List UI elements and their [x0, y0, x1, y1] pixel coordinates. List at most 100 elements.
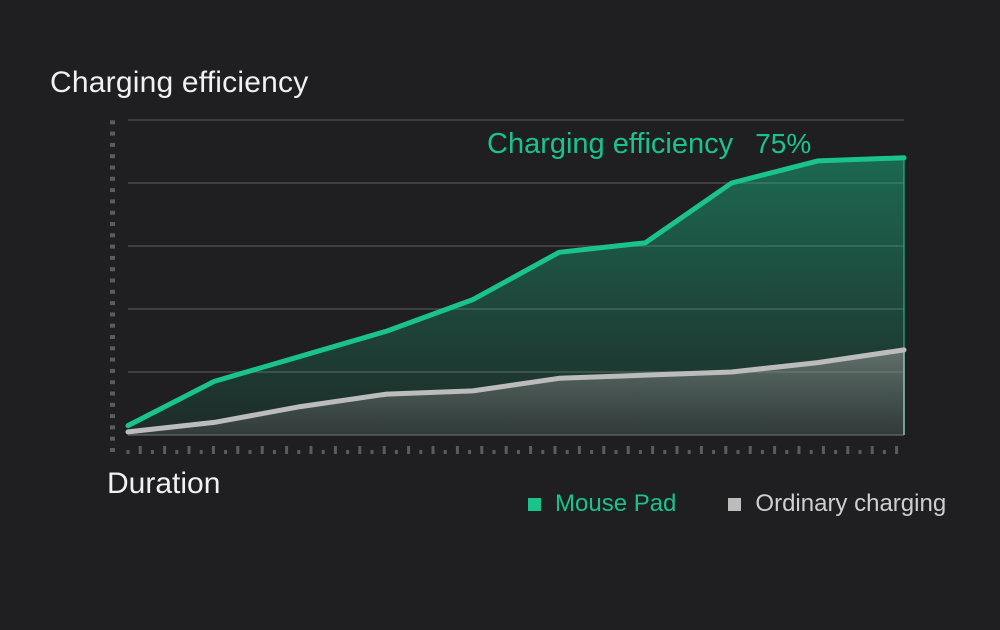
- series-area: [128, 349, 904, 435]
- x-axis-tick: [529, 446, 533, 454]
- y-axis-tick: [110, 368, 115, 373]
- x-axis-tick: [675, 446, 679, 454]
- x-axis-tick: [858, 450, 862, 454]
- callout-value: 75%: [755, 128, 812, 159]
- legend-label: Mouse Pad: [555, 490, 677, 517]
- y-axis-tick: [110, 165, 115, 170]
- y-axis-tick: [110, 131, 115, 136]
- y-axis-tick: [110, 380, 115, 385]
- x-axis-tick: [834, 450, 838, 454]
- series-areas: [128, 157, 904, 436]
- x-axis-tick: [285, 446, 289, 454]
- x-axis-tick: [480, 446, 484, 454]
- x-axis-tick: [382, 446, 386, 454]
- series-line: [125, 347, 907, 435]
- y-axis-tick: [110, 142, 115, 147]
- y-axis-tick: [110, 244, 115, 249]
- legend-label: Ordinary charging: [755, 490, 947, 517]
- x-axis-tick: [614, 450, 618, 454]
- x-axis-tick: [211, 446, 215, 454]
- x-axis-tick: [797, 446, 801, 454]
- x-axis-tick: [870, 446, 874, 454]
- y-axis-tick: [110, 335, 115, 339]
- x-axis-tick: [224, 450, 228, 454]
- y-axis-tick: [110, 323, 115, 328]
- legend-swatch-gray: [728, 497, 742, 511]
- y-axis-tick: [110, 425, 115, 430]
- x-axis-tick: [150, 450, 154, 454]
- x-axis-tick: [272, 450, 276, 454]
- x-axis-tick: [443, 450, 447, 454]
- x-axis-tick: [163, 446, 167, 454]
- axis-ticks: [110, 120, 899, 454]
- callout-text: Charging efficiency: [487, 128, 734, 160]
- y-axis-tick: [110, 312, 115, 317]
- y-axis-tick: [110, 176, 115, 181]
- y-axis-tick: [110, 301, 115, 306]
- x-axis-tick: [882, 450, 886, 454]
- x-axis-tick: [504, 446, 508, 454]
- x-axis-tick: [358, 446, 362, 454]
- y-axis-tick: [110, 289, 115, 294]
- x-axis-tick: [821, 446, 825, 454]
- x-axis-tick: [724, 446, 728, 454]
- x-axis-tick: [455, 446, 459, 454]
- legend-item-mouse-pad: Mouse Pad: [528, 490, 676, 518]
- y-axis-tick: [110, 233, 115, 238]
- x-axis-tick: [175, 450, 179, 454]
- x-axis-tick: [748, 446, 752, 454]
- x-axis-tick: [541, 450, 545, 454]
- series-line: [125, 155, 907, 429]
- x-axis-tick: [602, 446, 606, 454]
- legend-swatch-green: [528, 497, 541, 511]
- y-axis-tick: [110, 188, 115, 193]
- x-axis-tick: [138, 446, 142, 454]
- x-axis-tick: [126, 450, 130, 454]
- y-axis-tick: [110, 357, 115, 362]
- x-axis-tick: [638, 450, 642, 454]
- series-lines: [125, 155, 907, 435]
- x-axis-tick: [626, 446, 630, 454]
- y-axis-tick: [110, 210, 115, 215]
- x-axis-tick: [590, 450, 594, 454]
- x-axis-tick: [394, 450, 398, 454]
- x-axis-tick: [297, 450, 301, 454]
- x-axis-tick: [492, 450, 496, 454]
- x-axis-tick: [736, 450, 740, 454]
- x-axis-tick: [760, 450, 764, 454]
- x-axis-tick: [431, 446, 435, 454]
- x-axis-tick: [651, 446, 655, 454]
- efficiency-callout: Charging efficiency 75%: [487, 128, 811, 161]
- x-axis-tick: [260, 446, 264, 454]
- x-axis-tick: [565, 450, 569, 454]
- y-axis-tick: [110, 267, 115, 272]
- x-axis-label: Duration: [107, 467, 221, 500]
- legend-item-ordinary-charging: Ordinary charging: [728, 490, 946, 518]
- x-axis-tick: [199, 450, 203, 454]
- x-axis-tick: [346, 450, 350, 454]
- x-axis-tick: [553, 446, 557, 454]
- x-axis-tick: [516, 450, 520, 454]
- x-axis-tick: [773, 446, 777, 454]
- x-axis-tick: [712, 450, 716, 454]
- y-axis-tick: [110, 414, 115, 419]
- y-axis-label: Charging efficiency: [50, 66, 309, 99]
- x-axis-tick: [407, 446, 411, 454]
- x-axis-tick: [687, 450, 691, 454]
- x-axis-tick: [699, 446, 703, 454]
- y-axis-tick: [110, 436, 115, 441]
- y-axis-tick: [110, 222, 115, 226]
- x-axis-tick: [248, 450, 252, 454]
- y-axis-tick: [110, 154, 115, 159]
- x-axis-tick: [663, 450, 667, 454]
- x-axis-tick: [577, 446, 581, 454]
- y-axis-tick: [110, 120, 115, 125]
- y-axis-tick: [110, 402, 115, 407]
- x-axis-tick: [895, 446, 899, 454]
- y-axis-tick: [110, 199, 115, 204]
- x-axis-tick: [309, 446, 313, 454]
- y-axis-tick: [110, 391, 115, 396]
- y-axis-tick: [110, 346, 115, 351]
